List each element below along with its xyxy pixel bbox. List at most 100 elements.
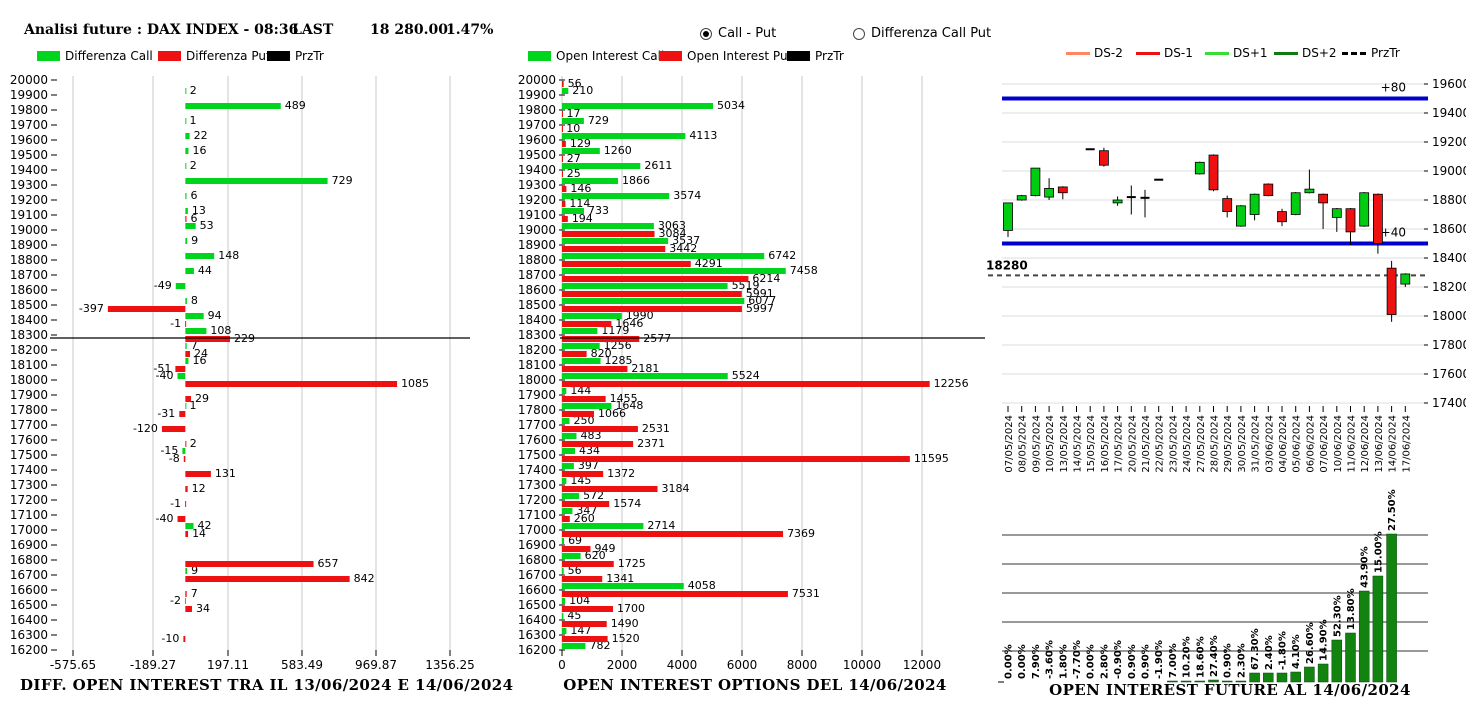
svg-text:18700: 18700 (518, 268, 556, 282)
svg-text:1990: 1990 (626, 309, 654, 322)
svg-text:210: 210 (572, 84, 593, 97)
svg-text:19900: 19900 (518, 88, 556, 102)
ds-plus2-label: DS+2 (1302, 46, 1337, 60)
svg-text:-49: -49 (154, 279, 172, 292)
svg-text:19400: 19400 (10, 163, 48, 177)
svg-text:197.11: 197.11 (207, 658, 249, 672)
svg-text:6000: 6000 (727, 658, 758, 672)
svg-text:1648: 1648 (615, 399, 643, 412)
svg-text:9: 9 (191, 234, 198, 247)
svg-text:1260: 1260 (604, 144, 632, 157)
svg-text:1: 1 (190, 114, 197, 127)
svg-text:969.87: 969.87 (355, 658, 397, 672)
svg-text:05/06/2024: 05/06/2024 (1292, 415, 1303, 473)
svg-text:19500: 19500 (518, 148, 556, 162)
svg-text:18100: 18100 (10, 358, 48, 372)
svg-text:104: 104 (569, 594, 590, 607)
svg-text:19500: 19500 (10, 148, 48, 162)
radio-call-put-circle[interactable] (700, 27, 712, 40)
svg-text:10000: 10000 (843, 658, 881, 672)
oi-put-legend-label: Open Interest Put (687, 49, 793, 63)
svg-text:22/05/2024: 22/05/2024 (1155, 415, 1166, 473)
svg-text:4000: 4000 (667, 658, 698, 672)
svg-text:397: 397 (578, 459, 599, 472)
svg-text:6077: 6077 (748, 294, 776, 307)
svg-text:17200: 17200 (518, 493, 556, 507)
radio-call-put[interactable]: Call - Put (700, 26, 776, 41)
svg-text:15/05/2024: 15/05/2024 (1086, 415, 1097, 473)
svg-text:+80: +80 (1381, 81, 1406, 95)
svg-text:19900: 19900 (10, 88, 48, 102)
svg-text:1341: 1341 (606, 572, 634, 585)
svg-text:16300: 16300 (518, 628, 556, 642)
svg-text:12256: 12256 (934, 377, 969, 390)
svg-text:2.30%: 2.30% (1236, 643, 1247, 678)
svg-text:27: 27 (567, 152, 581, 165)
svg-text:45: 45 (567, 609, 581, 622)
svg-text:44: 44 (198, 264, 212, 277)
svg-text:3084: 3084 (659, 227, 687, 240)
svg-text:18100: 18100 (518, 358, 556, 372)
radio-call-put-label: Call - Put (718, 26, 777, 41)
svg-text:28/05/2024: 28/05/2024 (1210, 415, 1221, 473)
diff-call-legend-label: Differenza Call (65, 49, 153, 63)
svg-text:0.90%: 0.90% (1141, 644, 1152, 679)
svg-text:16500: 16500 (10, 598, 48, 612)
svg-text:18600: 18600 (10, 283, 48, 297)
svg-text:27/05/2024: 27/05/2024 (1196, 415, 1207, 473)
svg-text:18200: 18200 (10, 343, 48, 357)
svg-text:17100: 17100 (518, 508, 556, 522)
oi-call-swatch (528, 51, 551, 61)
svg-text:07/06/2024: 07/06/2024 (1319, 415, 1330, 473)
svg-text:347: 347 (576, 504, 597, 517)
svg-text:27.40%: 27.40% (1209, 635, 1220, 677)
ds-minus1-label: DS-1 (1164, 46, 1193, 60)
svg-text:1646: 1646 (615, 317, 643, 330)
svg-text:0.00%: 0.00% (1004, 644, 1015, 679)
svg-text:19200: 19200 (518, 193, 556, 207)
svg-text:31/05/2024: 31/05/2024 (1251, 415, 1262, 473)
svg-text:1700: 1700 (617, 602, 645, 615)
svg-text:18600: 18600 (518, 283, 556, 297)
svg-text:-120: -120 (133, 422, 158, 435)
svg-text:14/06/2024: 14/06/2024 (1388, 415, 1399, 473)
svg-text:1285: 1285 (605, 354, 633, 367)
svg-text:17200: 17200 (10, 493, 48, 507)
svg-text:-10: -10 (161, 632, 179, 645)
radio-differenza-circle[interactable] (853, 27, 865, 40)
svg-text:1372: 1372 (607, 467, 635, 480)
svg-text:9: 9 (191, 564, 198, 577)
radio-differenza-call-put[interactable]: Differenza Call Put (853, 26, 991, 41)
svg-text:1455: 1455 (610, 392, 638, 405)
svg-text:131: 131 (215, 467, 236, 480)
svg-text:19700: 19700 (518, 118, 556, 132)
diff-put-legend-label: Differenza Put (186, 49, 271, 63)
svg-text:194: 194 (572, 212, 593, 225)
svg-text:-51: -51 (153, 362, 171, 375)
svg-text:-3.60%: -3.60% (1045, 640, 1056, 679)
svg-text:2.40%: 2.40% (1264, 635, 1275, 670)
svg-text:2000: 2000 (607, 658, 638, 672)
svg-text:19800: 19800 (518, 103, 556, 117)
svg-text:09/05/2024: 09/05/2024 (1031, 415, 1042, 473)
svg-text:3537: 3537 (672, 234, 700, 247)
svg-text:-575.65: -575.65 (50, 658, 96, 672)
svg-text:8: 8 (191, 294, 198, 307)
svg-text:19600: 19600 (1432, 77, 1466, 91)
svg-text:16700: 16700 (518, 568, 556, 582)
svg-text:+40: +40 (1381, 226, 1406, 240)
svg-text:489: 489 (285, 99, 306, 112)
svg-text:820: 820 (591, 347, 612, 360)
svg-text:620: 620 (585, 549, 606, 562)
prztr-swatch-middle (787, 51, 810, 61)
svg-text:18300: 18300 (518, 328, 556, 342)
svg-text:-40: -40 (156, 369, 174, 382)
svg-text:18300: 18300 (10, 328, 48, 342)
svg-text:2: 2 (190, 159, 197, 172)
svg-text:16/05/2024: 16/05/2024 (1100, 415, 1111, 473)
svg-text:19100: 19100 (10, 208, 48, 222)
svg-text:782: 782 (589, 639, 610, 652)
future-candles-chart: 19600 19400 19200 19000 18800 18600 18400 18200… (986, 77, 1466, 473)
svg-text:16: 16 (192, 144, 206, 157)
svg-text:04/06/2024: 04/06/2024 (1278, 415, 1289, 473)
